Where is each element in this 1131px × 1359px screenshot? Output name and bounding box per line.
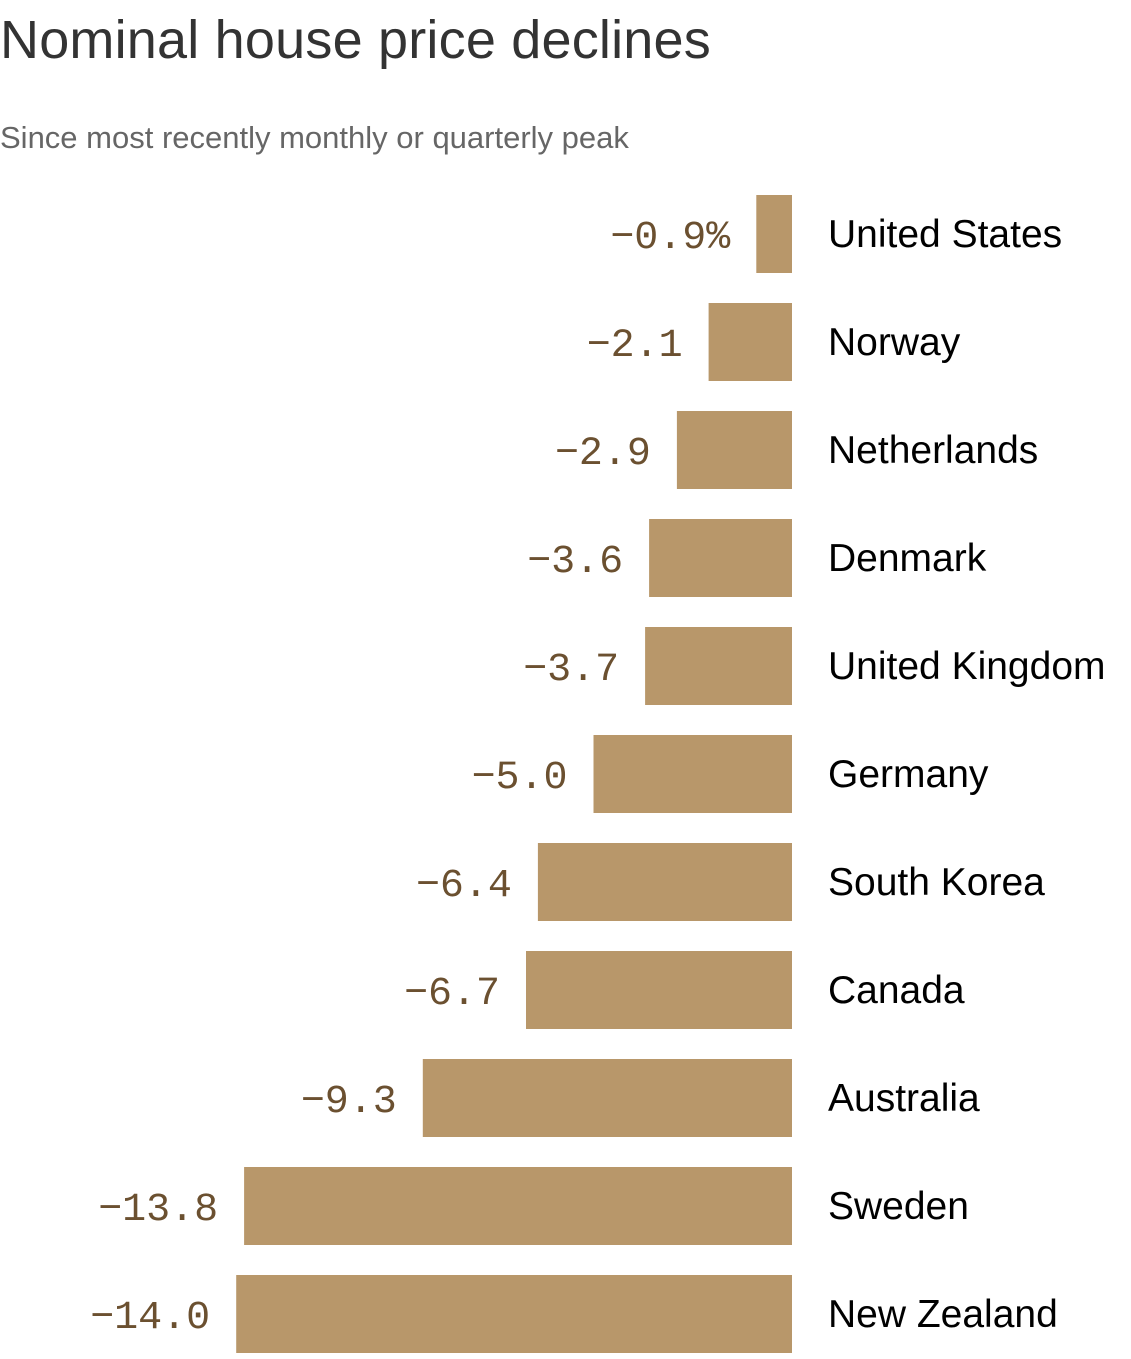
bar-denmark — [649, 519, 792, 597]
bar-south-korea — [537, 843, 792, 921]
category-label: Canada — [828, 969, 965, 1012]
category-label: Netherlands — [828, 429, 1038, 472]
chart-subtitle: Since most recently monthly or quarterly… — [0, 120, 629, 155]
bar-new-zealand — [236, 1275, 792, 1353]
category-label: New Zealand — [828, 1293, 1058, 1336]
value-label: −13.8 — [98, 1188, 218, 1233]
bar-canada — [526, 951, 792, 1029]
bar-australia — [422, 1059, 792, 1137]
category-label: Norway — [828, 321, 961, 364]
bar-sweden — [244, 1167, 793, 1245]
category-label: South Korea — [828, 861, 1045, 904]
value-label: −2.9 — [555, 432, 651, 477]
chart-title: Nominal house price declines — [0, 10, 711, 70]
value-label: −14.0 — [90, 1296, 210, 1341]
category-label: United States — [828, 213, 1062, 256]
value-label: −6.7 — [404, 972, 500, 1017]
category-label: United Kingdom — [828, 645, 1106, 688]
value-label: −3.7 — [523, 648, 619, 693]
category-label: Denmark — [828, 537, 987, 580]
category-label: Sweden — [828, 1185, 969, 1228]
bar-norway — [708, 303, 792, 381]
value-label: −2.1 — [587, 324, 683, 369]
category-label: Australia — [828, 1077, 980, 1120]
value-label: −9.3 — [301, 1080, 397, 1125]
value-label: −3.6 — [527, 540, 623, 585]
bar-netherlands — [676, 411, 792, 489]
value-label: −0.9% — [610, 216, 731, 261]
value-label: −5.0 — [471, 756, 567, 801]
value-label: −6.4 — [416, 864, 512, 909]
bar-united-kingdom — [645, 627, 792, 705]
bar-united-states — [756, 195, 792, 273]
bar-germany — [593, 735, 792, 813]
category-label: Germany — [828, 753, 989, 796]
